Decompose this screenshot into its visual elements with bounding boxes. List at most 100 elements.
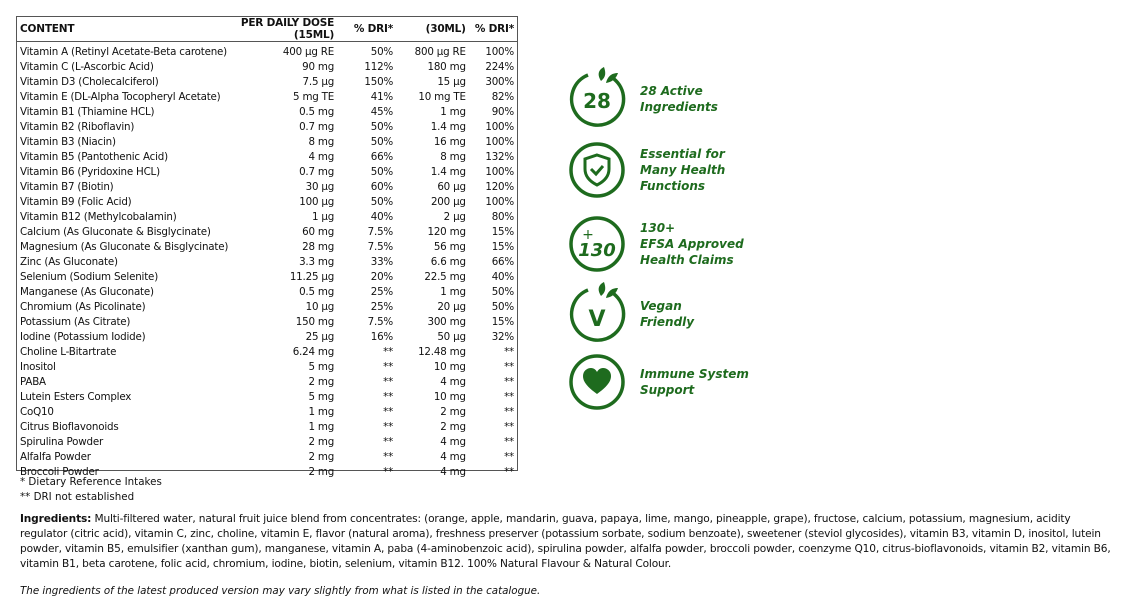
table-cell: 4 mg <box>440 436 466 448</box>
table-cell: 56 mg <box>433 241 466 253</box>
table-row: Vitamin B3 (Niacin) 8 mg 50% 16 mg 100% <box>17 135 517 150</box>
table-row: Vitamin A (Retinyl Acetate-Beta carotene… <box>17 42 517 61</box>
column-header: (30ML) <box>396 17 469 42</box>
table-cell: 50% <box>491 301 514 313</box>
table-row: Inositol 5 mg ** 10 mg ** <box>17 360 517 375</box>
table-cell: ** <box>383 451 394 463</box>
table-cell: 120 mg <box>427 226 466 238</box>
table-cell: 50 µg <box>437 331 466 343</box>
table-cell: CoQ10 <box>20 406 54 418</box>
table-row: Vitamin D3 (Cholecalciferol) 7.5 µg 150% 15… <box>17 75 517 90</box>
table-cell: 120% <box>485 181 514 193</box>
table-cell: 100% <box>485 46 514 58</box>
table-cell: Calcium (As Gluconate & Bisglycinate) <box>20 226 211 238</box>
table-cell: PABA <box>20 376 46 388</box>
table-cell: Vitamin B5 (Pantothenic Acid) <box>20 151 168 163</box>
column-header: CONTENT <box>17 17 232 42</box>
feature-text: Health Claims <box>640 253 734 267</box>
table-row: Selenium (Sodium Selenite) 11.25 µg 20% 22.… <box>17 270 517 285</box>
table-cell: 7.5 µg <box>302 76 335 88</box>
table-cell: 2 mg <box>308 451 335 463</box>
footnote-dri: * Dietary Reference Intakes <box>20 476 162 488</box>
table-cell: 200 µg <box>430 196 466 208</box>
feature-text: Immune System <box>640 367 749 381</box>
svg-text:28: 28 <box>583 89 611 113</box>
footnote-not-established: ** DRI not established <box>20 491 135 503</box>
feature-efsa-claims: +130 130+ EFSA Approved Health Claims <box>568 214 868 274</box>
table-cell: 66% <box>491 256 514 268</box>
table-cell: ** <box>504 391 514 403</box>
table-cell: 2 mg <box>308 466 335 478</box>
table-cell: 300 mg <box>427 316 466 328</box>
table-cell: 100% <box>485 166 514 178</box>
table-row: Vitamin E (DL-Alpha Tocopheryl Acetate) 5… <box>17 90 517 105</box>
table-cell: 50% <box>370 46 394 58</box>
table-cell: 1 mg <box>308 421 335 433</box>
table-cell: Chromium (As Picolinate) <box>20 301 146 313</box>
table-cell: Magnesium (As Gluconate & Bisglycinate) <box>20 241 229 253</box>
feature-text: Support <box>640 383 695 397</box>
table-cell: 180 mg <box>427 61 466 73</box>
table-cell: Alfalfa Powder <box>20 451 91 463</box>
table-row: Spirulina Powder 2 mg ** 4 mg ** <box>17 435 517 450</box>
plus-130-icon: +130 <box>569 216 625 272</box>
feature-text: Many Health <box>640 163 726 177</box>
table-row: Choline L-Bitartrate 6.24 mg ** 12.48 mg ** <box>17 345 517 360</box>
table-cell: 60% <box>370 181 394 193</box>
ingredients-list: Multi-filtered water, natural fruit juic… <box>20 513 1111 570</box>
table-cell: 224% <box>485 61 514 73</box>
table-row: CoQ10 1 mg ** 2 mg ** <box>17 405 517 420</box>
leaf-28-icon: 28 <box>569 67 626 127</box>
table-row: Vitamin B7 (Biotin) 30 µg 60% 60 µg 120% <box>17 180 517 195</box>
table-cell: Choline L-Bitartrate <box>20 346 117 358</box>
table-cell: 25% <box>370 286 394 298</box>
table-cell: 8 mg <box>440 151 466 163</box>
table-cell: ** <box>383 376 394 388</box>
table-cell: ** <box>504 376 514 388</box>
table-cell: Manganese (As Gluconate) <box>20 286 154 298</box>
table-row: Magnesium (As Gluconate & Bisglycinate) 2… <box>17 240 517 255</box>
table-row: Chromium (As Picolinate) 10 µg 25% 20 µg 50% <box>17 300 517 315</box>
table-cell: Vitamin B3 (Niacin) <box>20 136 116 148</box>
table-cell: 10 mg TE <box>418 91 466 103</box>
table-cell: 15% <box>491 316 514 328</box>
table-cell: Lutein Esters Complex <box>20 391 132 403</box>
table-cell: 50% <box>370 166 394 178</box>
table-cell: 1.4 mg <box>430 121 466 133</box>
table-cell: 33% <box>370 256 394 268</box>
table-cell: 15% <box>491 241 514 253</box>
svg-text:V: V <box>588 307 605 332</box>
table-cell: ** <box>383 406 394 418</box>
table-cell: ** <box>383 346 394 358</box>
table-cell: 90% <box>491 106 514 118</box>
feature-text: Ingredients <box>640 100 718 114</box>
table-cell: Selenium (Sodium Selenite) <box>20 271 159 283</box>
feature-text: 28 Active <box>640 84 703 98</box>
ingredients-text: Ingredients: Multi-filtered water, natur… <box>20 512 1116 572</box>
table-cell: 90 mg <box>302 61 335 73</box>
table-row: Zinc (As Gluconate) 3.3 mg 33% 6.6 mg 66% <box>17 255 517 270</box>
feature-active-ingredients: 28 28 Active Ingredients <box>568 67 868 129</box>
table-cell: 11.25 µg <box>289 271 335 283</box>
feature-text: Functions <box>640 179 706 193</box>
table-cell: 100% <box>485 196 514 208</box>
table-cell: Potassium (As Citrate) <box>20 316 131 328</box>
table-cell: 300% <box>485 76 514 88</box>
table-cell: 15 µg <box>437 76 466 88</box>
table-cell: 40% <box>370 211 394 223</box>
table-cell: 45% <box>370 106 394 118</box>
table-cell: 50% <box>491 286 514 298</box>
table-cell: 150 mg <box>295 316 335 328</box>
table-cell: 50% <box>370 121 394 133</box>
table-cell: 0.5 mg <box>299 286 335 298</box>
table-cell: 25% <box>370 301 394 313</box>
heart-icon <box>569 354 625 410</box>
feature-text: Vegan <box>640 299 682 313</box>
table-row: Potassium (As Citrate) 150 mg 7.5% 300 mg 15… <box>17 315 517 330</box>
svg-text:+: + <box>582 227 594 243</box>
table-row: Vitamin B5 (Pantothenic Acid) 4 mg 66% 8 mg… <box>17 150 517 165</box>
table-row: Vitamin B9 (Folic Acid) 100 µg 50% 200 µg 10… <box>17 195 517 210</box>
table-cell: 100% <box>485 136 514 148</box>
feature-text: EFSA Approved <box>640 237 744 251</box>
table-cell: 32% <box>491 331 514 343</box>
